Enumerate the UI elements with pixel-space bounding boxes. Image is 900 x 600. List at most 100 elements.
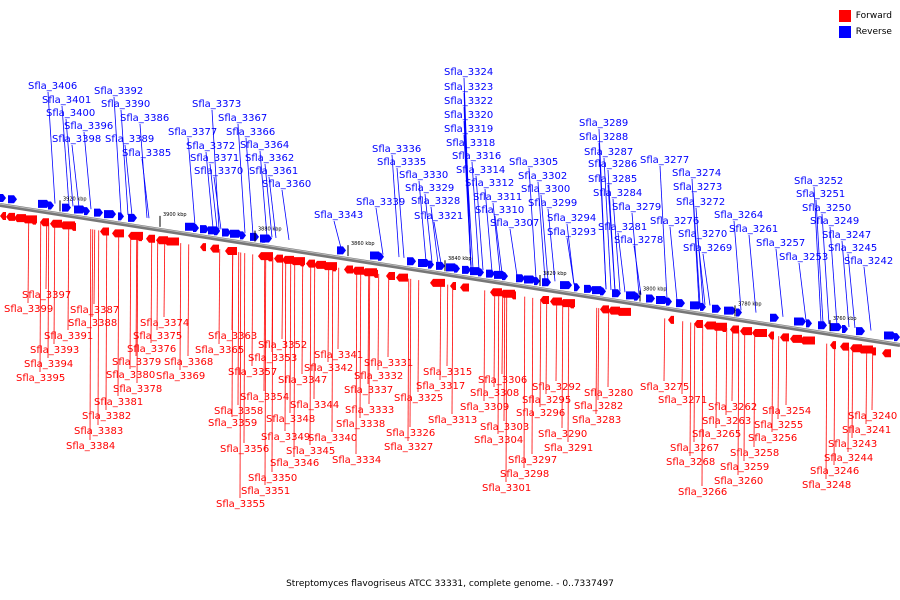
gene-label[interactable]: Sfla_3299 <box>528 198 577 209</box>
gene-label[interactable]: Sfla_3315 <box>423 367 472 378</box>
gene-label[interactable]: Sfla_3334 <box>332 455 381 466</box>
gene-label[interactable]: Sfla_3291 <box>544 443 593 454</box>
gene-label[interactable]: Sfla_3317 <box>416 381 465 392</box>
gene-label[interactable]: Sfla_3379 <box>112 357 161 368</box>
gene-label[interactable]: Sfla_3341 <box>314 350 363 361</box>
gene-label[interactable]: Sfla_3257 <box>756 238 805 249</box>
gene-label[interactable]: Sfla_3374 <box>140 318 189 329</box>
gene-label[interactable]: Sfla_3292 <box>532 382 581 393</box>
gene-label[interactable]: Sfla_3311 <box>473 192 522 203</box>
gene-label[interactable]: Sfla_3381 <box>94 397 143 408</box>
gene-label[interactable]: Sfla_3398 <box>52 134 101 145</box>
gene-label[interactable]: Sfla_3243 <box>828 439 877 450</box>
gene-label[interactable]: Sfla_3375 <box>133 331 182 342</box>
gene-label[interactable]: Sfla_3385 <box>122 148 171 159</box>
gene-label[interactable]: Sfla_3406 <box>28 81 77 92</box>
gene-label[interactable]: Sfla_3340 <box>308 433 357 444</box>
gene-label[interactable]: Sfla_3290 <box>538 429 587 440</box>
gene-label[interactable]: Sfla_3343 <box>314 210 363 221</box>
gene-label[interactable]: Sfla_3350 <box>248 473 297 484</box>
gene-label[interactable]: Sfla_3371 <box>190 153 239 164</box>
gene-label[interactable]: Sfla_3383 <box>74 426 123 437</box>
gene-label[interactable]: Sfla_3288 <box>579 132 628 143</box>
gene-label[interactable]: Sfla_3285 <box>588 174 637 185</box>
gene-label[interactable]: Sfla_3282 <box>574 401 623 412</box>
gene-label[interactable]: Sfla_3260 <box>714 476 763 487</box>
gene-label[interactable]: Sfla_3378 <box>113 384 162 395</box>
gene-label[interactable]: Sfla_3297 <box>508 455 557 466</box>
gene-label[interactable]: Sfla_3366 <box>226 127 275 138</box>
gene-label[interactable]: Sfla_3352 <box>258 340 307 351</box>
gene-label[interactable]: Sfla_3356 <box>220 444 269 455</box>
gene-label[interactable]: Sfla_3306 <box>478 375 527 386</box>
gene-label[interactable]: Sfla_3244 <box>824 453 873 464</box>
gene-label[interactable]: Sfla_3252 <box>794 176 843 187</box>
gene-label[interactable]: Sfla_3359 <box>208 418 257 429</box>
gene-label[interactable]: Sfla_3332 <box>354 371 403 382</box>
gene-label[interactable]: Sfla_3270 <box>678 229 727 240</box>
gene-label[interactable]: Sfla_3294 <box>547 213 596 224</box>
gene-label[interactable]: Sfla_3377 <box>168 127 217 138</box>
gene-label[interactable]: Sfla_3333 <box>345 405 394 416</box>
gene-label[interactable]: Sfla_3253 <box>779 252 828 263</box>
gene-label[interactable]: Sfla_3320 <box>444 110 493 121</box>
gene-label[interactable]: Sfla_3275 <box>640 382 689 393</box>
gene-label[interactable]: Sfla_3349 <box>261 432 310 443</box>
gene-label[interactable]: Sfla_3322 <box>444 96 493 107</box>
gene-label[interactable]: Sfla_3360 <box>262 179 311 190</box>
gene-label[interactable]: Sfla_3316 <box>452 151 501 162</box>
gene-label[interactable]: Sfla_3326 <box>386 428 435 439</box>
gene-label[interactable]: Sfla_3323 <box>444 82 493 93</box>
gene-label[interactable]: Sfla_3344 <box>290 400 339 411</box>
gene-label[interactable]: Sfla_3396 <box>64 121 113 132</box>
gene-label[interactable]: Sfla_3274 <box>672 168 721 179</box>
gene-label[interactable]: Sfla_3277 <box>640 155 689 166</box>
gene-label[interactable]: Sfla_3390 <box>101 99 150 110</box>
gene-label[interactable]: Sfla_3271 <box>658 395 707 406</box>
gene-label[interactable]: Sfla_3241 <box>842 425 891 436</box>
gene-label[interactable]: Sfla_3395 <box>16 373 65 384</box>
gene-label[interactable]: Sfla_3242 <box>844 256 893 267</box>
gene-label[interactable]: Sfla_3240 <box>848 411 897 422</box>
gene-label[interactable]: Sfla_3301 <box>482 483 531 494</box>
gene-label[interactable]: Sfla_3273 <box>673 182 722 193</box>
gene-label[interactable]: Sfla_3259 <box>720 462 769 473</box>
gene-label[interactable]: Sfla_3369 <box>156 371 205 382</box>
gene-label[interactable]: Sfla_3389 <box>105 134 154 145</box>
gene-label[interactable]: Sfla_3372 <box>186 141 235 152</box>
gene-label[interactable]: Sfla_3329 <box>405 183 454 194</box>
gene-label[interactable]: Sfla_3262 <box>708 402 757 413</box>
gene-label[interactable]: Sfla_3284 <box>593 188 642 199</box>
gene-label[interactable]: Sfla_3266 <box>678 487 727 498</box>
gene-label[interactable]: Sfla_3373 <box>192 99 241 110</box>
gene-label[interactable]: Sfla_3362 <box>245 153 294 164</box>
gene-label[interactable]: Sfla_3250 <box>802 203 851 214</box>
gene-label[interactable]: Sfla_3264 <box>714 210 763 221</box>
gene-label[interactable]: Sfla_3278 <box>614 235 663 246</box>
gene-label[interactable]: Sfla_3279 <box>612 202 661 213</box>
gene-label[interactable]: Sfla_3336 <box>372 144 421 155</box>
gene-label[interactable]: Sfla_3331 <box>364 358 413 369</box>
gene-label[interactable]: Sfla_3298 <box>500 469 549 480</box>
gene-label[interactable]: Sfla_3393 <box>30 345 79 356</box>
gene-label[interactable]: Sfla_3258 <box>730 448 779 459</box>
gene-label[interactable]: Sfla_3302 <box>518 171 567 182</box>
gene-label[interactable]: Sfla_3246 <box>810 466 859 477</box>
gene-label[interactable]: Sfla_3399 <box>4 304 53 315</box>
gene-label[interactable]: Sfla_3382 <box>82 411 131 422</box>
gene-label[interactable]: Sfla_3384 <box>66 441 115 452</box>
gene-label[interactable]: Sfla_3283 <box>572 415 621 426</box>
gene-label[interactable]: Sfla_3367 <box>218 113 267 124</box>
gene-label[interactable]: Sfla_3347 <box>278 375 327 386</box>
gene-label[interactable]: Sfla_3338 <box>336 419 385 430</box>
gene-label[interactable]: Sfla_3391 <box>44 331 93 342</box>
gene-label[interactable]: Sfla_3307 <box>490 218 539 229</box>
gene-label[interactable]: Sfla_3355 <box>216 499 265 510</box>
gene-label[interactable]: Sfla_3304 <box>474 435 523 446</box>
gene-label[interactable]: Sfla_3255 <box>754 420 803 431</box>
gene-label[interactable]: Sfla_3308 <box>470 388 519 399</box>
gene-label[interactable]: Sfla_3281 <box>598 222 647 233</box>
gene-label[interactable]: Sfla_3394 <box>24 359 73 370</box>
gene-label[interactable]: Sfla_3247 <box>822 230 871 241</box>
gene-label[interactable]: Sfla_3346 <box>270 458 319 469</box>
